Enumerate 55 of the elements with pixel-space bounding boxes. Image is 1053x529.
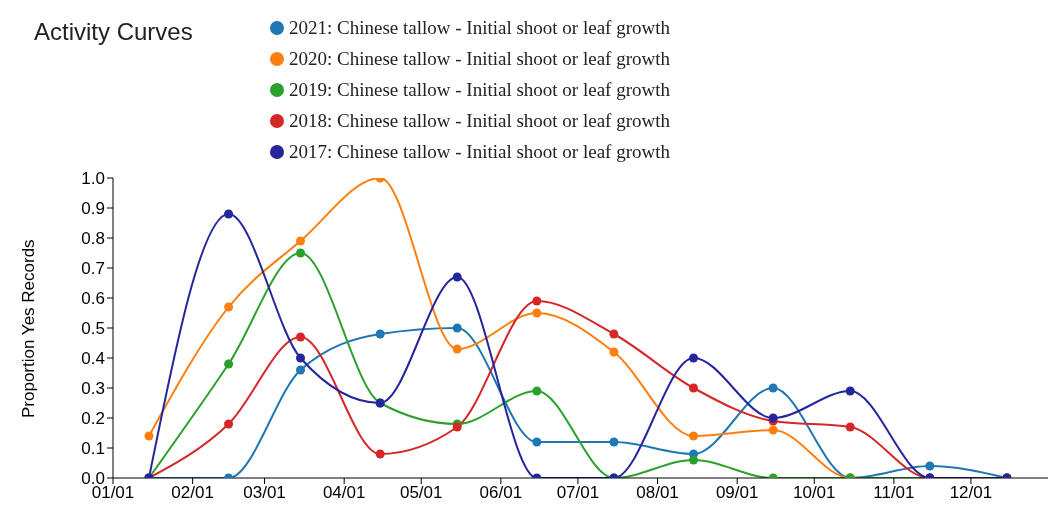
- point: [609, 347, 619, 357]
- point: [609, 437, 619, 447]
- point: [452, 323, 462, 333]
- point: [375, 329, 385, 339]
- point: [845, 386, 855, 396]
- point: [532, 437, 542, 447]
- y-tick-label: 0.1: [81, 439, 105, 459]
- y-tick-label: 0.3: [81, 379, 105, 399]
- x-tick-label: 06/01: [479, 483, 523, 503]
- point: [532, 296, 542, 306]
- y-axis-title: Proportion Yes Records: [19, 239, 39, 418]
- point: [532, 386, 542, 396]
- y-tick-label: 0.5: [81, 319, 105, 339]
- x-tick-label: 02/01: [171, 483, 214, 503]
- chart-title: Activity Curves: [34, 18, 193, 46]
- point: [296, 236, 306, 246]
- point: [296, 365, 306, 375]
- y-tick-label: 0.9: [81, 199, 105, 219]
- point: [689, 431, 699, 441]
- point: [925, 461, 935, 471]
- x-tick-label: 10/01: [792, 483, 836, 503]
- x-tick-label: 04/01: [322, 483, 366, 503]
- y-tick-label: 0.2: [81, 409, 105, 429]
- point: [689, 383, 699, 393]
- point: [845, 422, 855, 432]
- y-tick-label: 1.0: [81, 169, 105, 189]
- legend-label: 2018: Chinese tallow - Initial shoot or leaf growth: [289, 109, 670, 133]
- legend-label: 2021: Chinese tallow - Initial shoot or leaf growth: [289, 16, 670, 40]
- point: [452, 272, 462, 282]
- x-tick-label: 03/01: [243, 483, 286, 503]
- point: [768, 425, 778, 435]
- point: [689, 353, 699, 363]
- point: [375, 449, 385, 459]
- y-tick-label: 0.8: [81, 229, 105, 249]
- y-tick-label: 0.4: [81, 349, 105, 369]
- x-tick-label: 08/01: [636, 483, 679, 503]
- point: [609, 329, 619, 339]
- point: [768, 383, 778, 393]
- point: [296, 332, 306, 342]
- point: [689, 455, 699, 465]
- point: [532, 308, 542, 318]
- x-tick-label: 11/01: [873, 483, 915, 503]
- point: [296, 248, 306, 258]
- x-tick-label: 05/01: [399, 483, 443, 503]
- x-tick-label: 12/01: [949, 483, 993, 503]
- point: [452, 344, 462, 354]
- x-tick-label: 07/01: [556, 483, 600, 503]
- legend-label: 2019: Chinese tallow - Initial shoot or leaf growth: [289, 78, 670, 102]
- point: [296, 353, 306, 363]
- legend-label: 2020: Chinese tallow - Initial shoot or leaf growth: [289, 47, 670, 71]
- legend-label: 2017: Chinese tallow - Initial shoot or leaf growth: [289, 140, 670, 164]
- point: [144, 431, 154, 441]
- y-tick-label: 0.6: [81, 289, 105, 309]
- x-tick-label: 09/01: [715, 483, 759, 503]
- y-tick-label: 0.7: [81, 259, 105, 279]
